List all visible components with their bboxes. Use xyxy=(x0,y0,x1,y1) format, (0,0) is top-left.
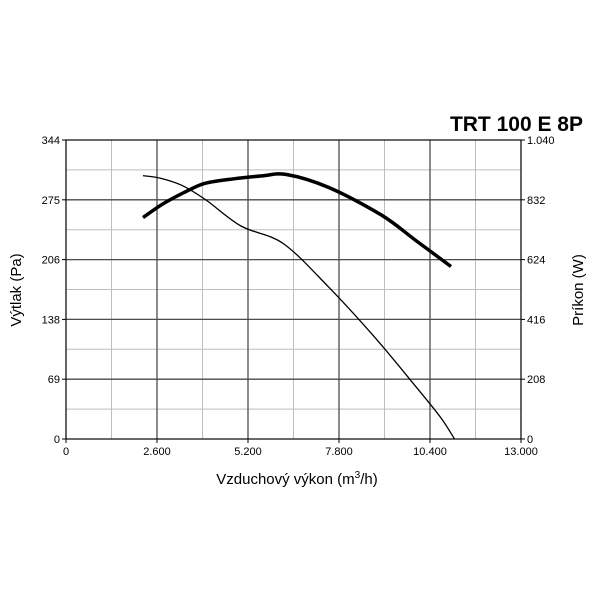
y-tick-label: 69 xyxy=(48,374,60,386)
plot-border xyxy=(65,139,522,440)
x-axis-title-end: /h) xyxy=(360,471,378,488)
x-tick-label: 2.600 xyxy=(143,446,171,458)
series-layer xyxy=(142,172,456,440)
y-axis-title: Výtlak (Pa) xyxy=(8,253,25,326)
minor-grid xyxy=(66,140,521,439)
chart-title: TRT 100 E 8P xyxy=(450,113,583,136)
x-axis-title-main: Vzduchový výkon (m xyxy=(216,471,354,488)
power-curve-line xyxy=(142,172,453,268)
y-tick-label: 275 xyxy=(42,195,60,207)
y2-tick-label: 1.040 xyxy=(527,135,555,147)
x-tick-label: 13.000 xyxy=(504,446,538,458)
x-axis-title: Vzduchový výkon (m3/h) xyxy=(216,470,377,488)
y2-tick-label: 832 xyxy=(527,195,545,207)
y2-tick-label: 0 xyxy=(527,434,533,446)
y-tick-label: 138 xyxy=(42,314,60,326)
y2-tick-label: 624 xyxy=(527,255,545,267)
y-tick-label: 344 xyxy=(42,135,60,147)
y2-tick-label: 208 xyxy=(527,374,545,386)
x-tick-label: 0 xyxy=(63,446,69,458)
y-tick-label: 206 xyxy=(42,255,60,267)
y2-axis-title: Príkon (W) xyxy=(570,254,587,326)
y2-tick-label: 416 xyxy=(527,314,545,326)
x-axis-title-sup: 3 xyxy=(355,470,361,481)
y-tick-label: 0 xyxy=(54,434,60,446)
pressure-curve-line xyxy=(142,174,456,440)
x-tick-label: 10.400 xyxy=(413,446,447,458)
x-tick-label: 7.800 xyxy=(325,446,353,458)
tick-labels: 0 2.600 5.200 7.800 10.400 13.000069138206275… xyxy=(42,135,555,458)
x-tick-label: 5.200 xyxy=(234,446,262,458)
